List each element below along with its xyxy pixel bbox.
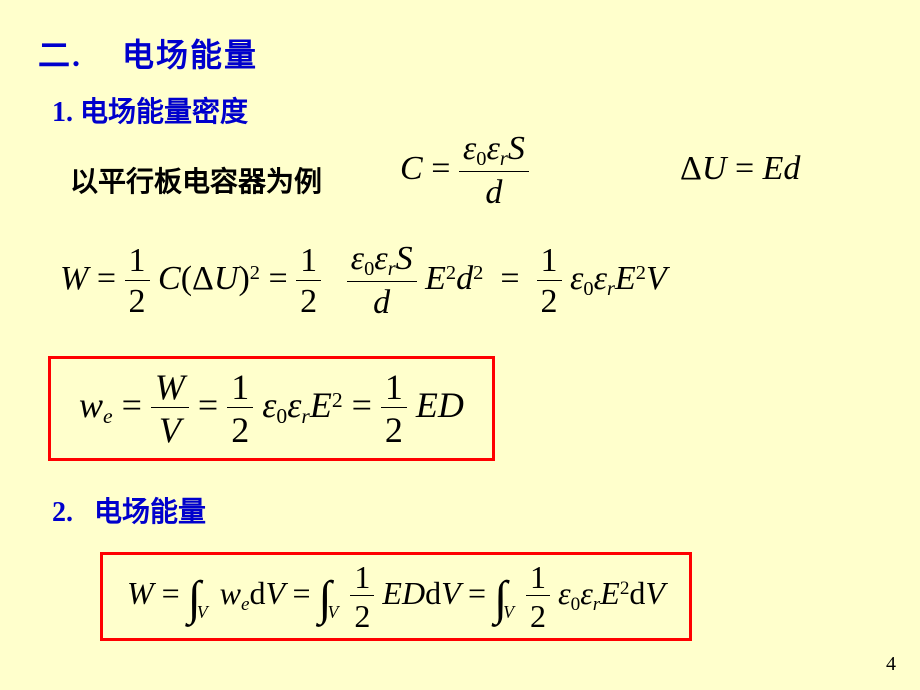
- subsection-2-prefix: 2.: [52, 497, 73, 528]
- section-heading: 二. 电场能量: [38, 30, 258, 76]
- formula-voltage: ΔU = Ed: [680, 150, 800, 188]
- subsection-1-prefix: 1.: [52, 97, 73, 128]
- section-title: 电场能量: [122, 37, 258, 73]
- subsection-2-title: 电场能量: [94, 497, 206, 528]
- subsection-1-title: 电场能量密度: [80, 97, 248, 128]
- subsection-heading-2: 2. 电场能量: [52, 490, 206, 530]
- formula-energy-derivation: W = 12 C(ΔU)2 = 12 ε0εrS d E2d2 = 12 ε0ε…: [60, 242, 667, 320]
- example-text: 以平行板电容器为例: [70, 167, 322, 198]
- example-label: 以平行板电容器为例: [70, 160, 322, 200]
- formula-capacitance: C = ε0εrS d: [400, 132, 529, 210]
- section-prefix: 二.: [38, 37, 82, 73]
- page-number: 4: [886, 653, 896, 676]
- formula-box-total-energy: W = ∫V wedV = ∫V 12 EDdV = ∫V 12 ε0εrE2d…: [100, 552, 692, 641]
- subsection-heading-1: 1. 电场能量密度: [52, 90, 248, 130]
- formula-box-energy-density: we = WV = 12 ε0εrE2 = 12 ED: [48, 356, 495, 461]
